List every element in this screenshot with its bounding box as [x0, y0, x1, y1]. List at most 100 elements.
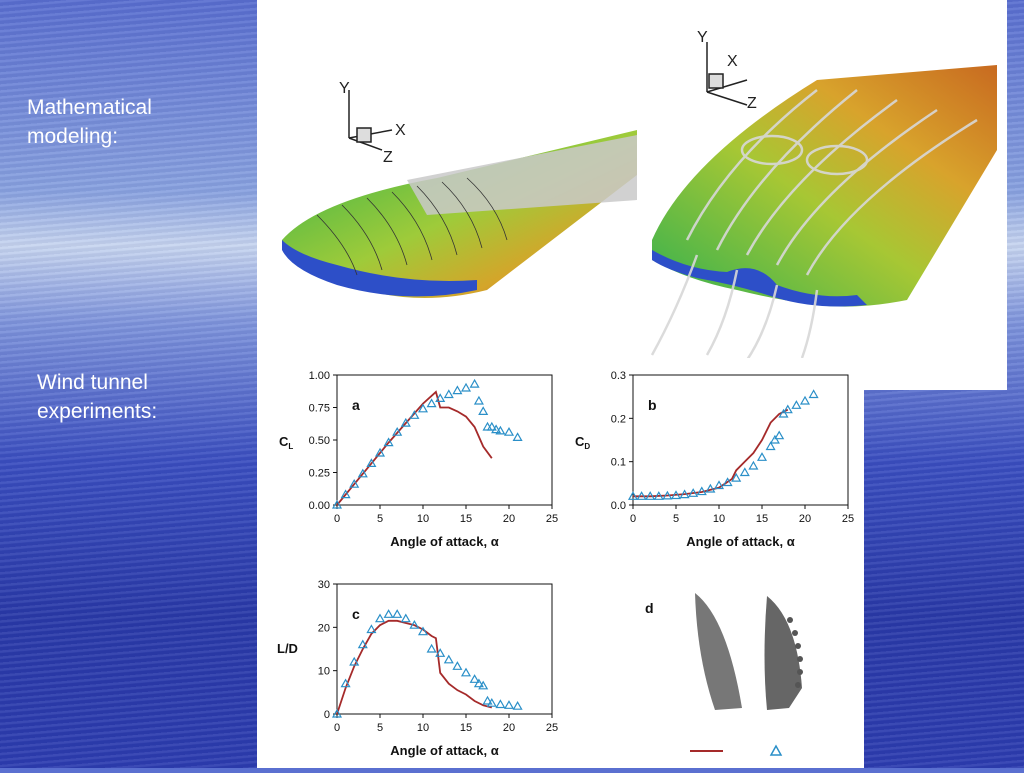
y-tick-label: 0.00	[309, 500, 330, 512]
x-tick-label: 5	[673, 513, 679, 525]
label-wind-tunnel-experiments: Wind tunnel experiments:	[37, 371, 158, 423]
chart-lift-coefficient: 0 5 10 15 20 25 0.00 0.25 0.50 0.75 1.00 Angle of a…	[279, 370, 558, 549]
data-point-tubercle	[503, 426, 515, 436]
data-point-tubercle	[653, 491, 664, 500]
data-point-tubercle	[756, 452, 768, 461]
data-point-tubercle	[748, 460, 759, 470]
axis-y-right: Y	[697, 29, 708, 46]
panel-letter: c	[352, 606, 360, 622]
x-tick-label: 15	[460, 722, 472, 734]
data-point-tubercle	[400, 613, 411, 623]
data-point-tubercle	[374, 447, 386, 457]
x-axis-label: Angle of attack, α	[390, 743, 498, 758]
data-point-tubercle	[426, 398, 437, 408]
x-tick-label: 25	[546, 513, 558, 525]
data-point-tubercle	[426, 643, 437, 653]
axis-triad-right	[706, 42, 748, 106]
data-point-tubercle	[435, 393, 446, 403]
data-point-tubercle	[383, 609, 394, 618]
y-tick-label: 20	[318, 622, 330, 634]
data-point-tubercle	[645, 491, 656, 500]
data-point-tubercle	[486, 421, 497, 431]
simulation-figure: Y X Z Y X Z	[282, 29, 997, 361]
data-point-tubercle	[366, 624, 377, 634]
data-point-tubercle	[491, 424, 502, 434]
data-point-tubercle	[769, 434, 780, 444]
tubercle-flipper-model	[764, 596, 802, 710]
x-tick-label: 0	[334, 722, 340, 734]
label-mathematical-modeling: Mathematical modeling:	[27, 96, 152, 148]
data-point-tubercle	[435, 648, 446, 657]
x-axis-label: Angle of attack, α	[686, 534, 794, 549]
panel-d-letter: d	[645, 600, 654, 616]
smooth-flipper-model	[695, 593, 742, 710]
experiments-panel: 0 5 10 15 20 25 0.00 0.25 0.50 0.75 1.00 Angle of a…	[257, 358, 864, 768]
series-line-smooth	[336, 390, 493, 506]
data-point-tubercle	[357, 639, 368, 649]
data-point-tubercle	[357, 468, 368, 478]
x-tick-label: 20	[799, 513, 811, 525]
y-axis-label: CL	[279, 434, 293, 451]
data-point-tubercle	[482, 695, 493, 705]
chart-lift-drag-ratio: 0 5 10 15 20 25 0 10 20 30 Angle of attack, α L/D c	[277, 579, 558, 758]
data-point-tubercle	[469, 378, 480, 388]
data-point-tubercle	[452, 661, 463, 670]
data-point-tubercle	[799, 395, 811, 405]
data-point-tubercle	[705, 483, 716, 493]
data-point-tubercle	[627, 491, 639, 500]
smooth-wing-render	[282, 130, 637, 298]
y-axis-label: L/D	[277, 641, 298, 656]
data-point-tubercle	[443, 389, 454, 399]
panel-letter: b	[648, 397, 657, 413]
data-point-tubercle	[722, 477, 733, 487]
data-point-tubercle	[349, 656, 360, 666]
y-tick-label: 0	[324, 709, 330, 721]
axis-y-left: Y	[339, 80, 350, 97]
x-tick-label: 5	[377, 513, 383, 525]
x-tick-label: 0	[334, 513, 340, 525]
y-tick-label: 0.0	[611, 500, 626, 512]
flipper-models-photo: d	[645, 593, 803, 756]
y-tick-label: 1.00	[309, 370, 330, 382]
plot-frame	[632, 374, 849, 506]
data-point-tubercle	[409, 619, 420, 629]
data-point-tubercle	[469, 674, 480, 683]
series-line-smooth	[633, 408, 789, 498]
data-point-tubercle	[392, 426, 403, 436]
y-tick-label: 0.3	[611, 370, 626, 382]
data-point-tubercle	[512, 700, 523, 710]
simulation-panel: Y X Z Y X Z	[257, 0, 1007, 390]
data-point-tubercle	[791, 400, 802, 409]
y-tick-label: 0.25	[309, 468, 330, 480]
data-point-tubercle	[765, 441, 776, 451]
data-point-tubercle	[512, 432, 523, 442]
y-tick-label: 30	[318, 579, 330, 591]
x-tick-label: 20	[503, 722, 515, 734]
data-point-tubercle	[495, 699, 506, 709]
data-point-tubercle	[774, 430, 785, 440]
data-point-tubercle	[460, 382, 472, 392]
x-tick-label: 5	[377, 722, 383, 734]
data-point-tubercle	[713, 480, 725, 490]
data-point-tubercle	[366, 458, 377, 468]
data-point-tubercle	[473, 395, 484, 405]
data-point-tubercle	[696, 486, 707, 496]
data-point-tubercle	[331, 499, 343, 509]
data-point-tubercle	[374, 613, 386, 623]
tubercle-bumps	[787, 617, 803, 688]
data-point-tubercle	[808, 389, 819, 399]
data-point-tubercle	[662, 490, 673, 500]
y-tick-label: 0.50	[309, 435, 330, 447]
axis-triad-left	[348, 90, 393, 151]
data-point-tubercle	[503, 700, 515, 709]
data-point-tubercle	[349, 478, 360, 488]
data-point-tubercle	[778, 408, 789, 418]
x-tick-label: 15	[460, 513, 472, 525]
y-tick-label: 10	[318, 666, 330, 678]
data-point-tubercle	[670, 490, 682, 500]
y-axis-label: CD	[575, 434, 590, 451]
data-point-tubercle	[443, 654, 454, 664]
data-point-tubercle	[460, 667, 472, 677]
data-point-tubercle	[782, 404, 793, 414]
data-point-tubercle	[478, 680, 489, 690]
